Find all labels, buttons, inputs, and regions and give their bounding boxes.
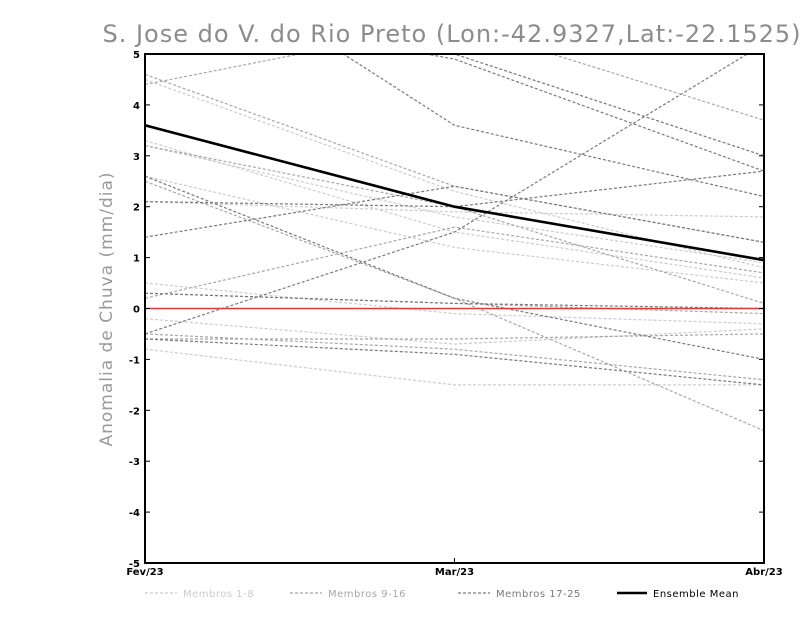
legend-label: Membros 9-16 <box>328 589 406 600</box>
series-line-membro-21 <box>145 170 764 208</box>
series-line-membro-22 <box>145 175 764 360</box>
x-tick-label: Abr/23 <box>745 567 782 578</box>
series-line-membro-15 <box>145 180 764 432</box>
series-line-ensemble-mean <box>145 124 764 262</box>
legend-label: Ensemble Mean <box>653 589 739 600</box>
series-line-membro-3 <box>145 175 764 284</box>
series-line-membro-16 <box>145 333 764 381</box>
legend-label: Membros 1-8 <box>183 589 254 600</box>
y-tick-label: 2 <box>133 203 140 214</box>
y-tick-label: -2 <box>129 406 140 417</box>
y-tick-label: 1 <box>133 254 140 265</box>
y-tick-label: 5 <box>133 50 140 61</box>
legend-item-membros-1-8: Membros 1-8 <box>145 589 254 600</box>
series-line-membro-23 <box>145 338 764 386</box>
legend-label: Membros 17-25 <box>496 589 581 600</box>
legend-item-membros-9-16: Membros 9-16 <box>290 589 406 600</box>
y-tick-label: -1 <box>129 355 140 366</box>
series-line-membro-5 <box>145 318 764 345</box>
series-line-membro-6 <box>145 348 764 386</box>
series-line-membro-12 <box>145 292 764 315</box>
series-line-membro-20 <box>145 54 749 335</box>
chart-title: S. Jose do V. do Rio Preto (Lon:-42.9327… <box>102 20 800 48</box>
series-line-membro-4 <box>145 282 764 325</box>
series-line-membro-19 <box>145 185 764 243</box>
y-tick-label: -4 <box>129 508 140 519</box>
y-axis-label: Anomalia de Chuva (mm/dia) <box>97 171 117 446</box>
axis-layer: -5 -4 -3 -2 -1 0 1 2 3 4 5 Fev/23 Mar/23 Abr/23 <box>126 50 782 578</box>
y-tick-label: 0 <box>133 305 140 316</box>
legend-item-membros-17-25: Membros 17-25 <box>458 589 581 600</box>
series-line-membro-11 <box>145 226 764 299</box>
x-tick-label: Fev/23 <box>126 567 163 578</box>
x-tick-label: Mar/23 <box>435 567 474 578</box>
legend-item-ensemble-mean: Ensemble Mean <box>617 589 739 600</box>
y-tick-label: 4 <box>133 101 140 112</box>
series-line-membro-2 <box>145 139 764 279</box>
y-tick-label: -3 <box>129 457 140 468</box>
series-line-membro-8 <box>145 201 764 218</box>
ensemble-mean-layer <box>145 124 764 262</box>
series-line-membro-14 <box>145 145 764 304</box>
y-tick-label: -5 <box>129 559 140 570</box>
series-layer <box>145 54 764 432</box>
y-tick-label: 3 <box>133 152 140 163</box>
series-line-membro-13 <box>145 333 764 340</box>
legend: Membros 1-8 Membros 9-16 Membros 17-25 Ense… <box>145 589 739 600</box>
series-line-membro-1 <box>145 78 764 269</box>
series-line-membro-17 <box>342 54 764 198</box>
series-line-membro-24 <box>145 292 764 310</box>
series-line-membro-10 <box>145 54 764 121</box>
series-line-membro-7 <box>145 145 764 264</box>
